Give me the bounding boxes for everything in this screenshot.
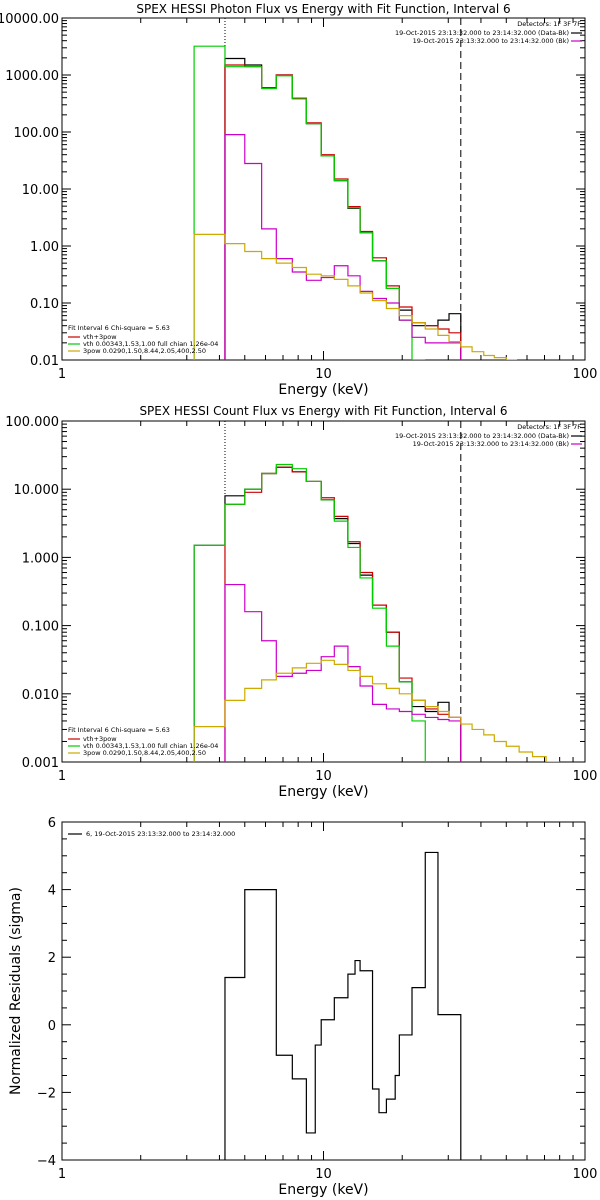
x-tick-label: 1 (58, 769, 66, 784)
y-tick-label: 0 (48, 1019, 56, 1034)
chart-title: SPEX HESSI Photon Flux vs Energy with Fi… (136, 2, 510, 16)
series-step-line-4 (193, 659, 560, 762)
plot-frame (61, 821, 586, 1161)
legend-entry-label: vth+3pow (83, 333, 117, 341)
y-tick-label: 0.001 (22, 756, 59, 771)
legend-bottom-left: Fit Interval 6 Chi-square = 5.63vth+3pow… (68, 324, 218, 355)
y-tick-label: 10.00 (22, 183, 59, 198)
y-tick-label: 6 (48, 816, 56, 831)
legend-entry-label: 19-Oct-2015 23:13:32.000 to 23:14:32.000… (413, 440, 569, 448)
legend-entry-label: 19-Oct-2015 23:13:32.000 to 23:14:32.000… (413, 37, 569, 45)
y-tick-label: 100.00 (14, 126, 60, 141)
y-tick-label: 10000.00 (0, 12, 59, 27)
y-axis-label: Normalized Residuals (sigma) (8, 887, 24, 1095)
y-tick-label: −2 (37, 1086, 56, 1101)
chart-title: SPEX HESSI Count Flux vs Energy with Fit… (139, 404, 507, 418)
x-tick-label: 100 (573, 367, 598, 382)
legend-entry-label: 3pow 0.0290,1.50,8.44,2.05,400,2.50 (83, 347, 206, 355)
legend-entry-label: vth+3pow (83, 735, 117, 743)
x-axis-label: Energy (keV) (278, 784, 368, 800)
x-tick-label: 1 (58, 1167, 66, 1182)
y-tick-label: 1000.00 (5, 69, 59, 84)
x-tick-label: 10 (315, 1167, 332, 1182)
y-tick-label: −4 (37, 1154, 56, 1169)
count-flux-plot: SPEX HESSI Count Flux vs Energy with Fit… (5, 404, 597, 800)
y-tick-label: 1.000 (22, 551, 59, 566)
series-step-line-1 (224, 64, 462, 360)
legend-entry-label: 19-Oct-2015 23:13:32.000 to 23:14:32.000… (395, 432, 569, 440)
plot-frame (61, 420, 586, 763)
series-step-line-2 (193, 45, 426, 360)
x-tick-label: 10 (315, 367, 332, 382)
series-step-line-0 (224, 57, 462, 360)
residuals-plot: 1 10 100 −4 −2 0 2 4 6 Energy (keV) Normalized Res… (8, 816, 597, 1198)
series-group (193, 463, 560, 762)
y-tick-label: 0.010 (22, 688, 59, 703)
y-tick-label: 0.01 (30, 354, 59, 369)
series-step-line-0 (224, 851, 462, 1160)
x-tick-label: 10 (315, 769, 332, 784)
x-tick-label: 1 (58, 367, 66, 382)
y-tick-label: 1.00 (30, 240, 59, 255)
legend: 6, 19-Oct-2015 23:13:32.000 to 23:14:32.… (68, 830, 235, 838)
y-tick-label: 4 (48, 884, 56, 899)
plot-frame (61, 17, 586, 361)
legend-bottom-left: Fit Interval 6 Chi-square = 5.63vth+3pow… (68, 726, 218, 757)
y-tick-label: 100.000 (5, 415, 59, 430)
legend-entry-label: 3pow 0.0290,1.50,8.44,2.05,400,2.50 (83, 749, 206, 757)
series-step-line-3 (224, 134, 462, 360)
x-tick-label: 100 (573, 1167, 598, 1182)
legend-title: Fit Interval 6 Chi-square = 5.63 (68, 726, 170, 734)
x-tick-label: 100 (573, 769, 598, 784)
y-tick-label: 2 (48, 951, 56, 966)
legend-entry-label: 19-Oct-2015 23:13:32.000 to 23:14:32.000… (395, 29, 569, 37)
y-tick-label: 0.10 (30, 297, 59, 312)
series-group (193, 45, 518, 360)
series-step-line-2 (193, 463, 426, 762)
legend-title: Detectors: 1F 3F 7F (517, 423, 581, 431)
series-step-line-4 (193, 233, 518, 360)
legend-entry-label: vth 0.00343,1.53,1.00 full chian 1.26e-0… (83, 340, 218, 348)
legend-title: Fit Interval 6 Chi-square = 5.63 (68, 324, 170, 332)
legend-entry-label: vth 0.00343,1.53,1.00 full chian 1.26e-0… (83, 742, 218, 750)
series-group (224, 851, 462, 1160)
series-step-line-3 (224, 583, 462, 762)
y-tick-label: 0.100 (22, 620, 59, 635)
legend-entry-label: 6, 19-Oct-2015 23:13:32.000 to 23:14:32.… (86, 830, 235, 838)
y-tick-label: 10.000 (14, 483, 60, 498)
photon-flux-plot: SPEX HESSI Photon Flux vs Energy with Fi… (0, 2, 597, 398)
series-step-line-0 (193, 466, 462, 762)
x-axis-label: Energy (keV) (278, 382, 368, 398)
x-axis-label: Energy (keV) (278, 1182, 368, 1198)
legend-title: Detectors: 1F 3F 7F (517, 20, 581, 28)
